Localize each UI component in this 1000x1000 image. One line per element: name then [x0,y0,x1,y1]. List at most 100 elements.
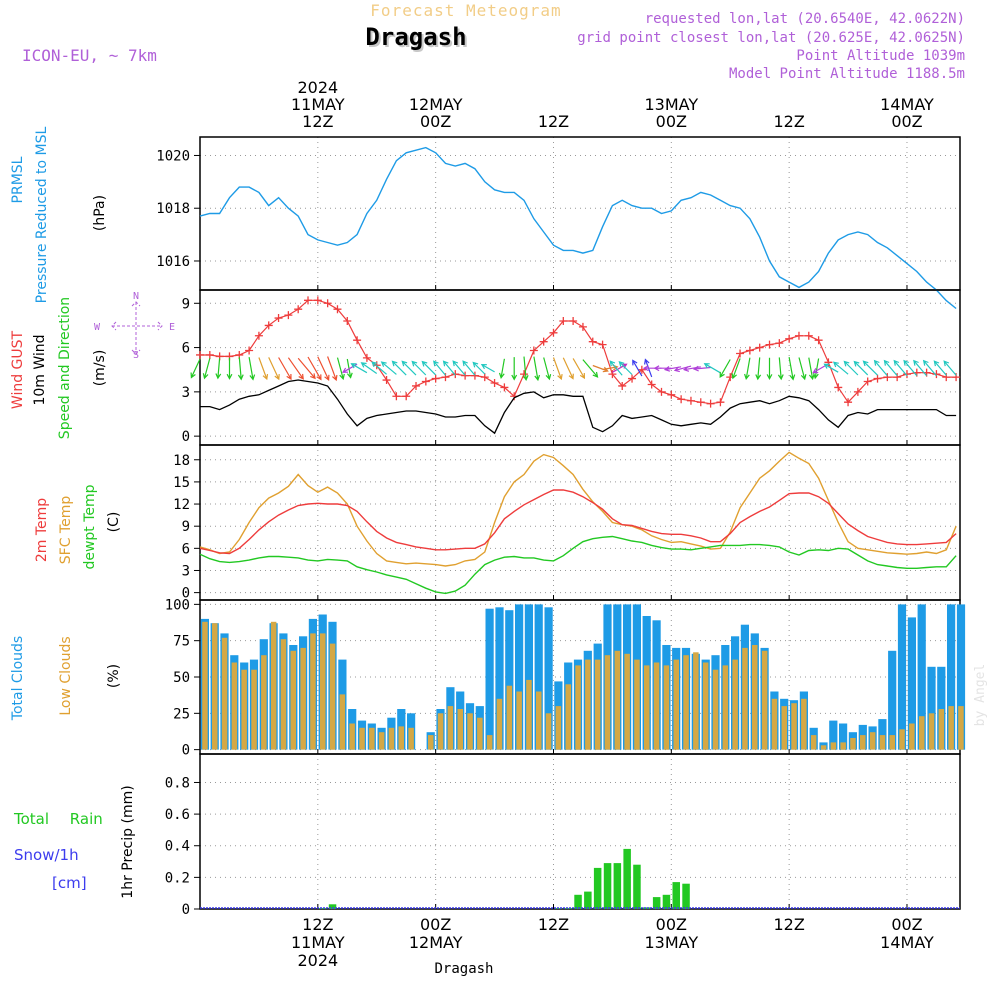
gust-marker [785,334,794,343]
low-cloud-bar [212,623,218,750]
bottom-time-label: 14MAY [880,933,934,952]
low-cloud-bar [604,655,611,750]
bottom-time-label: 2024 [297,951,338,970]
bottom-time-label: 00Z [420,915,451,934]
wind-arrow [401,360,417,376]
gust-marker [451,370,460,379]
y-tick-label: 3 [182,563,190,579]
top-time-label: 12MAY [409,95,463,114]
gust-marker [382,376,391,385]
low-cloud-bar [693,652,699,750]
top-time-label: 00Z [891,112,922,131]
low-cloud-bar [830,742,837,750]
top-time-label: 12Z [302,112,333,131]
top-time-label: 00Z [420,112,451,131]
gust-marker [736,349,745,358]
gust-marker [853,387,862,396]
low-cloud-bar [310,633,316,750]
y-tick-label: 0.6 [165,807,190,823]
top-time-label: 2024 [297,78,338,97]
gust-marker [755,343,764,352]
temp-2m-label: 2m Temp [34,498,50,562]
temperature-panel: 0 3 6 9 12 15 18 [173,444,961,602]
low-cloud-bar [673,659,679,750]
low-cloud-bar [585,659,591,750]
panel-frame [199,753,961,910]
gust-marker [569,317,578,325]
wind-arrow [862,360,878,376]
rain-bar [643,907,651,909]
gust-marker [873,374,882,383]
rain-bar [623,848,631,909]
wind-labels: Wind GUST 10m Wind Speed and Direction (… [10,291,175,439]
y-tick-label: 12 [173,497,190,513]
gust-marker [323,299,332,308]
compass-east: E [169,322,175,333]
wind-gust-label: Wind GUST [10,330,26,409]
wind-arrow [543,357,552,381]
wind-arrow [883,359,898,377]
wind-arrow [498,358,505,379]
low-cloud-bar [261,655,267,750]
total-cloud-bar [907,617,916,750]
total-rain-label: Total Rain [13,810,103,828]
low-cloud-bar [477,717,483,750]
wind-arrow [653,365,672,372]
temp-sfc-label: SFC Temp [58,496,74,565]
gust-marker [893,373,902,382]
wind-arrow [237,357,244,381]
low-cloud-bar [702,662,709,750]
top-time-label: 13MAY [644,95,698,114]
wind-arrow [371,361,387,375]
wind-arrow [202,358,211,380]
low-cloud-bar [938,709,945,750]
gust-marker [304,296,313,305]
y-tick-label: 3 [182,385,190,401]
y-tick-label: 1018 [156,201,190,217]
low-cloud-bar [457,709,463,750]
bottom-time-label: 12Z [773,915,804,934]
wind-arrow [873,359,888,377]
wind-arrow [533,356,541,382]
total-cloud-bar [947,604,956,750]
bottom-time-label: 12Z [538,915,569,934]
wind-arrow [682,366,701,372]
gust-marker [588,337,597,346]
wind-arrow [673,365,692,373]
gust-marker [578,322,587,331]
model-altitude: Model Point Altitude 1188.5m [729,66,965,82]
y-tick-label: 9 [182,296,190,312]
wind-arrow [719,359,731,378]
wind-arrow [893,359,908,377]
low-cloud-bar [752,645,758,750]
gust-marker [628,374,637,383]
low-cloud-bar [594,659,601,750]
location-title: Dragash [365,23,466,51]
wind-arrow [632,359,643,377]
rain-bar [613,863,622,909]
gust-marker [952,373,961,382]
gust-marker [667,390,676,399]
wind-arrow [511,357,518,381]
low-cloud-bar [860,735,866,750]
total-cloud-bar [485,608,494,750]
total-cloud-bar [829,720,838,750]
low-cloud-bar [378,732,385,750]
low-cloud-bar [722,665,729,750]
precip-labels: Total Rain Snow/1h [cm] 1hr Precip (mm) [13,785,136,898]
low-cloud-bar [447,706,454,750]
low-cloud-bar [840,742,846,750]
low-cloud-bar [820,745,827,750]
wind-arrow [297,357,316,380]
low-cloud-bar [653,662,660,750]
y-tick-label: 25 [173,706,190,722]
total-cloud-bar [917,604,926,750]
wind-arrow [552,357,563,381]
low-cloud-bar [889,735,895,750]
wind-arrow [462,360,476,376]
wind-arrow [913,359,928,377]
wind-arrow [215,358,222,380]
gust-marker [686,396,695,405]
gust-marker [618,381,627,390]
gust-marker [549,328,558,337]
